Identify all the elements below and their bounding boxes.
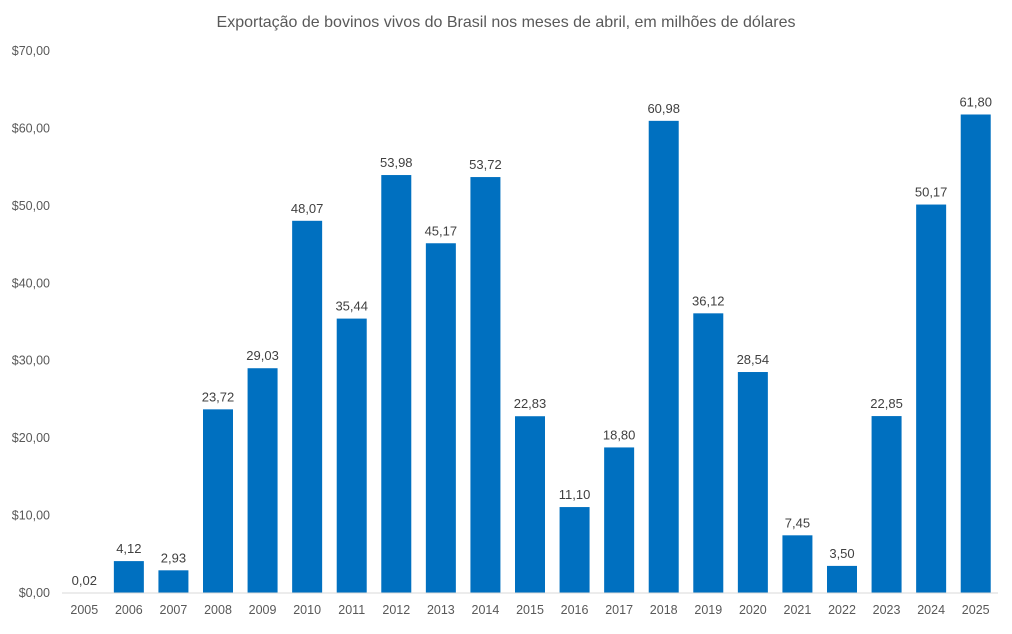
bar-2009: [248, 368, 278, 593]
bar-2008: [203, 409, 233, 593]
y-tick-label: $0,00: [19, 586, 50, 600]
data-label: 61,80: [959, 94, 992, 109]
y-tick-label: $50,00: [12, 199, 50, 213]
x-tick-label: 2012: [382, 603, 410, 617]
bar-2012: [381, 175, 411, 593]
bars: 0,02 4,12 2,93 23,72 29,03 48,07 35,44 53,98 45,…: [69, 94, 992, 593]
y-tick-label: $10,00: [12, 509, 50, 523]
data-label: 45,17: [425, 223, 458, 238]
data-label: 7,45: [785, 515, 810, 530]
y-tick-label: $60,00: [12, 121, 50, 135]
bar-2011: [337, 319, 367, 593]
x-tick-label: 2016: [561, 603, 589, 617]
bar-2018: [649, 121, 679, 593]
data-label: 53,98: [380, 155, 413, 170]
y-tick-label: $30,00: [12, 354, 50, 368]
bar-2023: [872, 416, 902, 593]
data-label: 48,07: [291, 201, 324, 216]
data-label: 2,93: [161, 550, 186, 565]
bar-2015: [515, 416, 545, 593]
bar-2006: [114, 561, 144, 593]
bar-2007: [158, 570, 188, 593]
x-tick-label: 2006: [115, 603, 143, 617]
data-label: 60,98: [647, 101, 680, 116]
bar-2024: [916, 205, 946, 593]
data-label: 28,54: [737, 352, 770, 367]
y-tick-label: $20,00: [12, 431, 50, 445]
data-label: 53,72: [469, 157, 502, 172]
chart-title: Exportação de bovinos vivos do Brasil no…: [217, 14, 796, 31]
bar-2013: [426, 243, 456, 593]
y-tick-label: $40,00: [12, 276, 50, 290]
x-tick-label: 2007: [160, 603, 188, 617]
data-label: 11,10: [559, 487, 591, 502]
bar-2010: [292, 221, 322, 593]
data-label: 35,44: [335, 299, 368, 314]
x-tick-label: 2017: [605, 603, 633, 617]
bar-2017: [604, 447, 634, 593]
bar-2019: [693, 313, 723, 593]
x-tick-label: 2013: [427, 603, 455, 617]
x-tick-label: 2009: [249, 603, 277, 617]
y-axis: $0,00 $10,00 $20,00 $30,00 $40,00 $50,00 $60,0…: [12, 44, 50, 600]
x-tick-label: 2008: [204, 603, 232, 617]
bar-2021: [782, 535, 812, 593]
x-tick-label: 2021: [784, 603, 812, 617]
x-tick-label: 2015: [516, 603, 544, 617]
data-label: 23,72: [202, 389, 235, 404]
data-label: 0,02: [72, 573, 97, 588]
bar-2022: [827, 566, 857, 593]
data-label: 29,03: [246, 348, 279, 363]
bar-2014: [470, 177, 500, 593]
x-tick-label: 2010: [293, 603, 321, 617]
data-label: 3,50: [829, 546, 854, 561]
x-tick-label: 2019: [694, 603, 722, 617]
x-axis: 2005 2006 2007 2008 2009 2010 2011 2012 2013 2014…: [70, 603, 989, 617]
x-tick-label: 2025: [962, 603, 990, 617]
data-label: 22,85: [870, 396, 903, 411]
x-tick-label: 2018: [650, 603, 678, 617]
x-tick-label: 2022: [828, 603, 856, 617]
bar-2016: [560, 507, 590, 593]
x-tick-label: 2011: [338, 603, 365, 617]
y-tick-label: $70,00: [12, 44, 50, 58]
x-tick-label: 2023: [873, 603, 901, 617]
data-label: 36,12: [692, 293, 725, 308]
bar-2020: [738, 372, 768, 593]
bar-2025: [961, 114, 991, 593]
x-tick-label: 2014: [472, 603, 500, 617]
data-label: 18,80: [603, 427, 636, 442]
x-tick-label: 2024: [917, 603, 945, 617]
x-tick-label: 2020: [739, 603, 767, 617]
data-label: 22,83: [514, 396, 547, 411]
x-tick-label: 2005: [70, 603, 98, 617]
data-label: 50,17: [915, 185, 948, 200]
data-label: 4,12: [116, 541, 141, 556]
